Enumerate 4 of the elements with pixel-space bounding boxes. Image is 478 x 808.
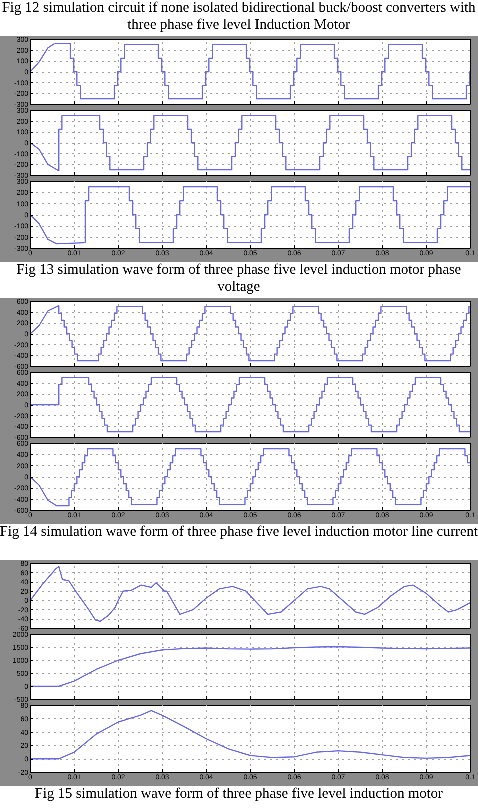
caption: Fig 15 simulation wave form of three phase five level induction motor xyxy=(35,786,443,803)
caption: Fig 12 simulation circuit if none isolated bidirectional buck/boost converters with three phase five level Induction Motor xyxy=(0,0,478,34)
caption: Fig 13 simulation wave form of three phase five level induction motor phase voltage xyxy=(0,262,478,296)
caption: Fig 14 simulation wave form of three phase five level induction motor line current xyxy=(0,524,478,541)
